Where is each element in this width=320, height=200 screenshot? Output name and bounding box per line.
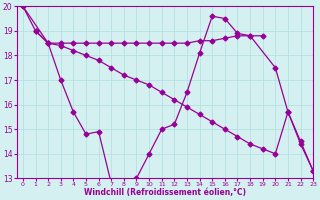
X-axis label: Windchill (Refroidissement éolien,°C): Windchill (Refroidissement éolien,°C) <box>84 188 246 197</box>
